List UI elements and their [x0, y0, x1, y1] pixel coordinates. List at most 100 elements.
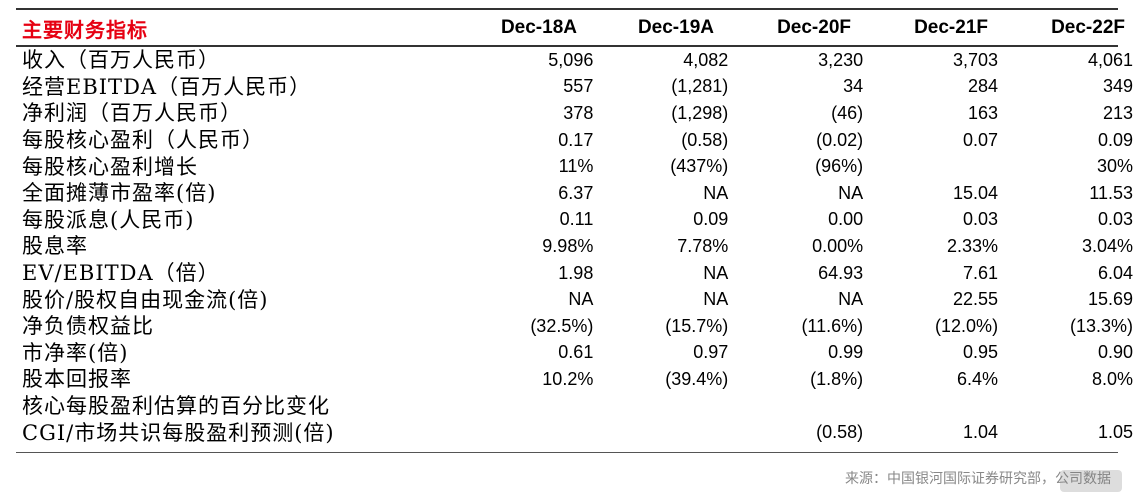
cell-value: (15.7%)	[665, 315, 729, 336]
cell-value: 0.17	[558, 129, 594, 150]
table-row: 经营EBITDA（百万人民币） 557 (1,281) 34 284 349	[22, 74, 1133, 101]
cell-value: 0.03	[1097, 209, 1133, 230]
cell-value: NA	[703, 182, 729, 203]
cell-value: 557	[563, 76, 594, 97]
table-row: CGI/市场共识每股盈利预测(倍) (0.58) 1.04 1.05	[22, 419, 1133, 446]
cell-value: 349	[1102, 76, 1133, 97]
cell-value: 15.69	[1087, 289, 1133, 310]
cell-value: 11%	[558, 156, 594, 177]
cell-value: 0.90	[1097, 342, 1133, 363]
cell-value: 7.78%	[677, 235, 729, 256]
cell-value: 2.33%	[947, 235, 999, 256]
table-row: 净负债权益比 (32.5%) (15.7%) (11.6%) (12.0%) (13.3%…	[22, 313, 1133, 340]
column-header-dec-19a: Dec-19A	[637, 17, 714, 38]
cell-value: 4,082	[683, 49, 729, 70]
row-label: 每股核心盈利增长	[22, 154, 198, 179]
cell-value: 0.95	[963, 342, 999, 363]
cell-value: 6.4%	[957, 368, 999, 389]
column-header-dec-18a: Dec-18A	[500, 17, 577, 38]
cell-value: 0.00%	[812, 235, 864, 256]
cell-value: 3,703	[953, 49, 999, 70]
cell-value: 15.04	[953, 182, 999, 203]
cell-value: 22.55	[953, 289, 999, 310]
cell-value	[728, 393, 863, 420]
cell-value: 0.03	[963, 209, 999, 230]
cell-value	[593, 419, 728, 446]
cell-value: (437%)	[670, 156, 729, 177]
row-label: 股息率	[22, 234, 88, 259]
source-note: 来源：中国银河国际证券研究部，公司数据	[845, 471, 1111, 487]
cell-value: 0.99	[828, 342, 864, 363]
cell-value: 3.04%	[1081, 235, 1133, 256]
cell-value: (96%)	[815, 156, 864, 177]
cell-value: 34	[843, 76, 864, 97]
table-row: 净利润（百万人民币） 378 (1,298) (46) 163 213	[22, 100, 1133, 127]
cell-value: (1,298)	[671, 102, 729, 123]
cell-value: 1.98	[558, 262, 594, 283]
table-row: 市净率(倍) 0.61 0.97 0.99 0.95 0.90	[22, 340, 1133, 367]
column-header-dec-21f: Dec-21F	[914, 17, 988, 38]
row-label: 股价/股权自由现金流(倍)	[22, 287, 269, 312]
cell-value: 0.11	[559, 209, 594, 230]
watermark-logo	[1060, 470, 1122, 492]
bottom-rule	[16, 452, 1118, 453]
cell-value: 378	[563, 102, 594, 123]
cell-value: 1.04	[963, 422, 999, 443]
table-row: 股价/股权自由现金流(倍) NA NA NA 22.55 15.69	[22, 286, 1133, 313]
row-label: 净负债权益比	[22, 314, 154, 339]
row-label: CGI/市场共识每股盈利预测(倍)	[22, 420, 335, 445]
row-label: 核心每股盈利估算的百分比变化	[22, 394, 330, 419]
column-header-dec-20f: Dec-20F	[777, 17, 851, 38]
cell-value: 1.05	[1097, 422, 1133, 443]
cell-value: 7.61	[963, 262, 999, 283]
cell-value: (0.58)	[681, 129, 729, 150]
cell-value: 0.09	[1097, 129, 1133, 150]
cell-value	[458, 393, 593, 420]
cell-value: 0.97	[693, 342, 729, 363]
cell-value: 5,096	[548, 49, 594, 70]
table-title: 主要财务指标	[22, 18, 148, 42]
cell-value: 4,061	[1087, 49, 1133, 70]
row-label: 每股核心盈利（人民币）	[22, 128, 264, 153]
table-row: 股本回报率 10.2% (39.4%) (1.8%) 6.4% 8.0%	[22, 366, 1133, 393]
cell-value: 0.07	[963, 129, 999, 150]
cell-value	[458, 419, 593, 446]
table-row: 收入（百万人民币） 5,096 4,082 3,230 3,703 4,061	[22, 47, 1133, 74]
header-rule	[16, 45, 1118, 47]
table-row: 每股核心盈利增长 11% (437%) (96%) 30%	[22, 153, 1133, 180]
row-label: 股本回报率	[22, 367, 132, 392]
cell-value: (0.02)	[816, 129, 864, 150]
cell-value: 0.09	[693, 209, 729, 230]
row-label: 净利润（百万人民币）	[22, 101, 242, 126]
row-label: 全面摊薄市盈率(倍)	[22, 181, 217, 206]
cell-value: 213	[1102, 102, 1133, 123]
cell-value: (46)	[831, 102, 864, 123]
cell-value: NA	[838, 182, 864, 203]
cell-value: 284	[968, 76, 999, 97]
cell-value	[998, 393, 1133, 420]
cell-value: NA	[703, 289, 729, 310]
table-row: 核心每股盈利估算的百分比变化	[22, 393, 1133, 420]
table-row: 每股核心盈利（人民币） 0.17 (0.58) (0.02) 0.07 0.09	[22, 127, 1133, 154]
cell-value: (32.5%)	[530, 315, 594, 336]
cell-value: (0.58)	[816, 422, 864, 443]
cell-value: 10.2%	[542, 368, 594, 389]
cell-value: (1.8%)	[810, 368, 864, 389]
cell-value: (1,281)	[671, 76, 729, 97]
cell-value: 8.0%	[1091, 368, 1133, 389]
cell-value: 3,230	[818, 49, 864, 70]
cell-value: 64.93	[818, 262, 864, 283]
cell-value: 11.53	[1089, 182, 1133, 203]
cell-value: 9.98%	[542, 235, 594, 256]
cell-value: (11.6%)	[801, 315, 864, 336]
cell-value: (39.4%)	[665, 368, 729, 389]
financial-table: 收入（百万人民币） 5,096 4,082 3,230 3,703 4,061 经营EBIT…	[22, 47, 1133, 446]
cell-value: 6.37	[558, 182, 594, 203]
top-rule	[16, 8, 1118, 10]
table-row: 股息率 9.98% 7.78% 0.00% 2.33% 3.04%	[22, 233, 1133, 260]
cell-value: (13.3%)	[1069, 315, 1133, 336]
cell-value: 0.00	[828, 209, 864, 230]
table-row: 全面摊薄市盈率(倍) 6.37 NA NA 15.04 11.53	[22, 180, 1133, 207]
cell-value: NA	[703, 262, 729, 283]
cell-value	[863, 393, 998, 420]
